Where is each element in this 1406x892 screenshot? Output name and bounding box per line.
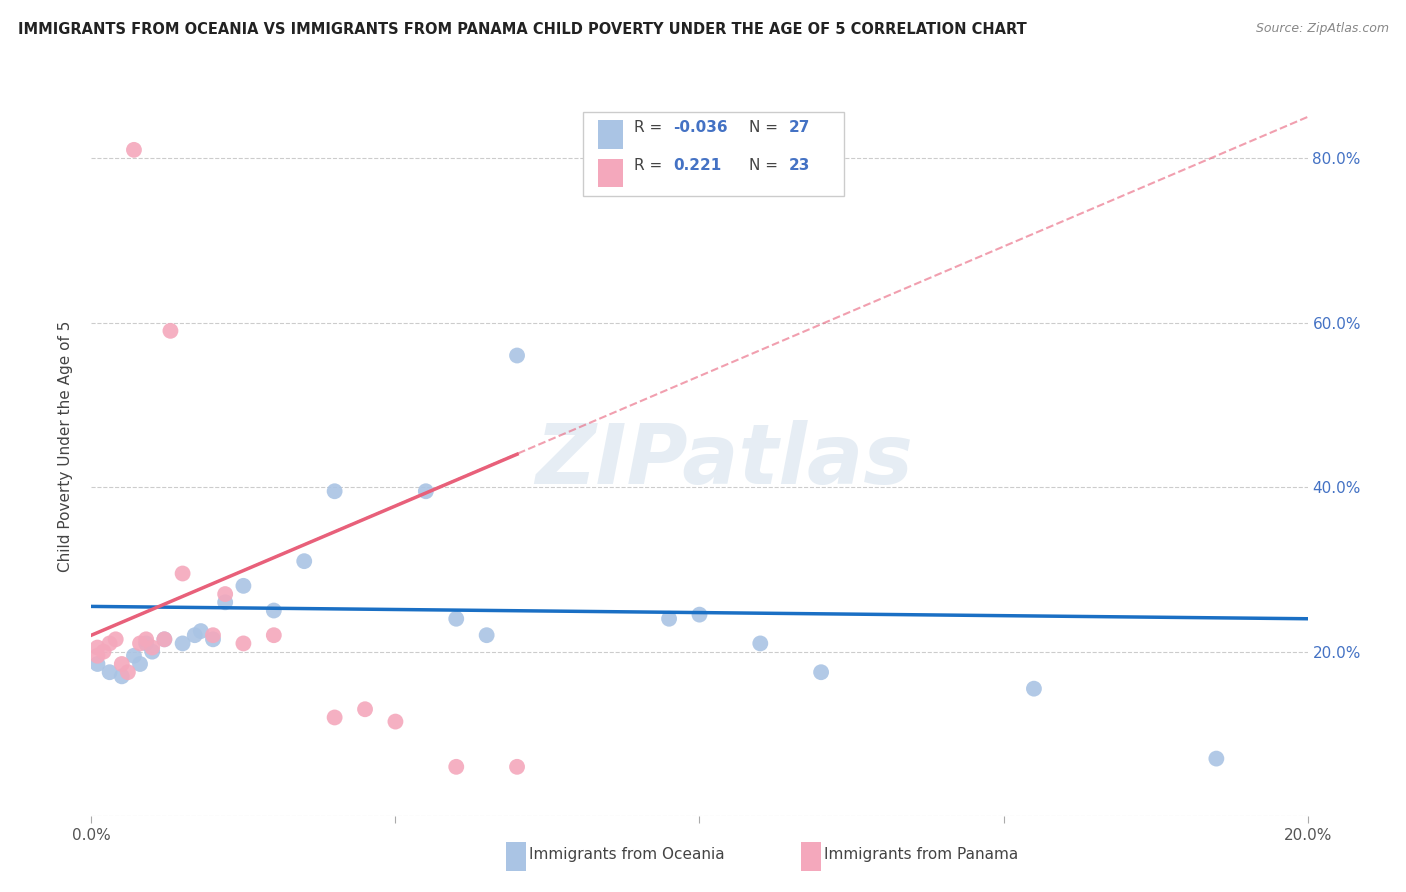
Point	[153, 632, 176, 647]
Point	[104, 632, 127, 647]
Point	[135, 636, 157, 650]
Point	[111, 669, 134, 683]
Point	[172, 636, 194, 650]
Point	[384, 714, 406, 729]
Point	[506, 349, 529, 363]
Point	[202, 628, 225, 642]
Text: Immigrants from Oceania: Immigrants from Oceania	[529, 847, 724, 862]
Text: N =: N =	[749, 158, 783, 173]
Point	[93, 645, 115, 659]
Point	[263, 628, 285, 642]
Point	[658, 612, 681, 626]
Point	[415, 484, 437, 499]
Point	[292, 554, 315, 568]
Point	[475, 628, 498, 642]
Point	[810, 665, 832, 680]
Point	[323, 710, 346, 724]
Point	[122, 143, 145, 157]
Point	[129, 636, 152, 650]
Point	[117, 665, 139, 680]
Point	[263, 603, 285, 617]
Text: R =: R =	[634, 120, 668, 136]
Point	[86, 648, 108, 663]
Point	[184, 628, 207, 642]
Point	[141, 640, 163, 655]
Text: Source: ZipAtlas.com: Source: ZipAtlas.com	[1256, 22, 1389, 36]
Point	[323, 484, 346, 499]
Point	[111, 657, 134, 671]
Point	[506, 760, 529, 774]
Point	[86, 657, 108, 671]
Point	[153, 632, 176, 647]
Point	[1205, 751, 1227, 765]
Point	[202, 632, 225, 647]
Point	[159, 324, 181, 338]
Point	[354, 702, 377, 716]
Point	[444, 612, 467, 626]
Point	[214, 595, 236, 609]
Text: IMMIGRANTS FROM OCEANIA VS IMMIGRANTS FROM PANAMA CHILD POVERTY UNDER THE AGE OF: IMMIGRANTS FROM OCEANIA VS IMMIGRANTS FR…	[18, 22, 1026, 37]
Text: Immigrants from Panama: Immigrants from Panama	[824, 847, 1018, 862]
Point	[86, 640, 108, 655]
Point	[214, 587, 236, 601]
Point	[749, 636, 772, 650]
Text: N =: N =	[749, 120, 783, 136]
Point	[444, 760, 467, 774]
Text: 23: 23	[789, 158, 810, 173]
Point	[172, 566, 194, 581]
Point	[98, 665, 121, 680]
Y-axis label: Child Poverty Under the Age of 5: Child Poverty Under the Age of 5	[58, 320, 73, 572]
Point	[190, 624, 212, 639]
Text: -0.036: -0.036	[673, 120, 728, 136]
Point	[1022, 681, 1045, 696]
Text: 27: 27	[789, 120, 810, 136]
Point	[232, 636, 254, 650]
Point	[141, 645, 163, 659]
Point	[688, 607, 710, 622]
Text: ZIPatlas: ZIPatlas	[534, 420, 912, 501]
Text: 0.221: 0.221	[673, 158, 721, 173]
Point	[98, 636, 121, 650]
Point	[135, 632, 157, 647]
Point	[129, 657, 152, 671]
Point	[122, 648, 145, 663]
Text: R =: R =	[634, 158, 668, 173]
Point	[232, 579, 254, 593]
